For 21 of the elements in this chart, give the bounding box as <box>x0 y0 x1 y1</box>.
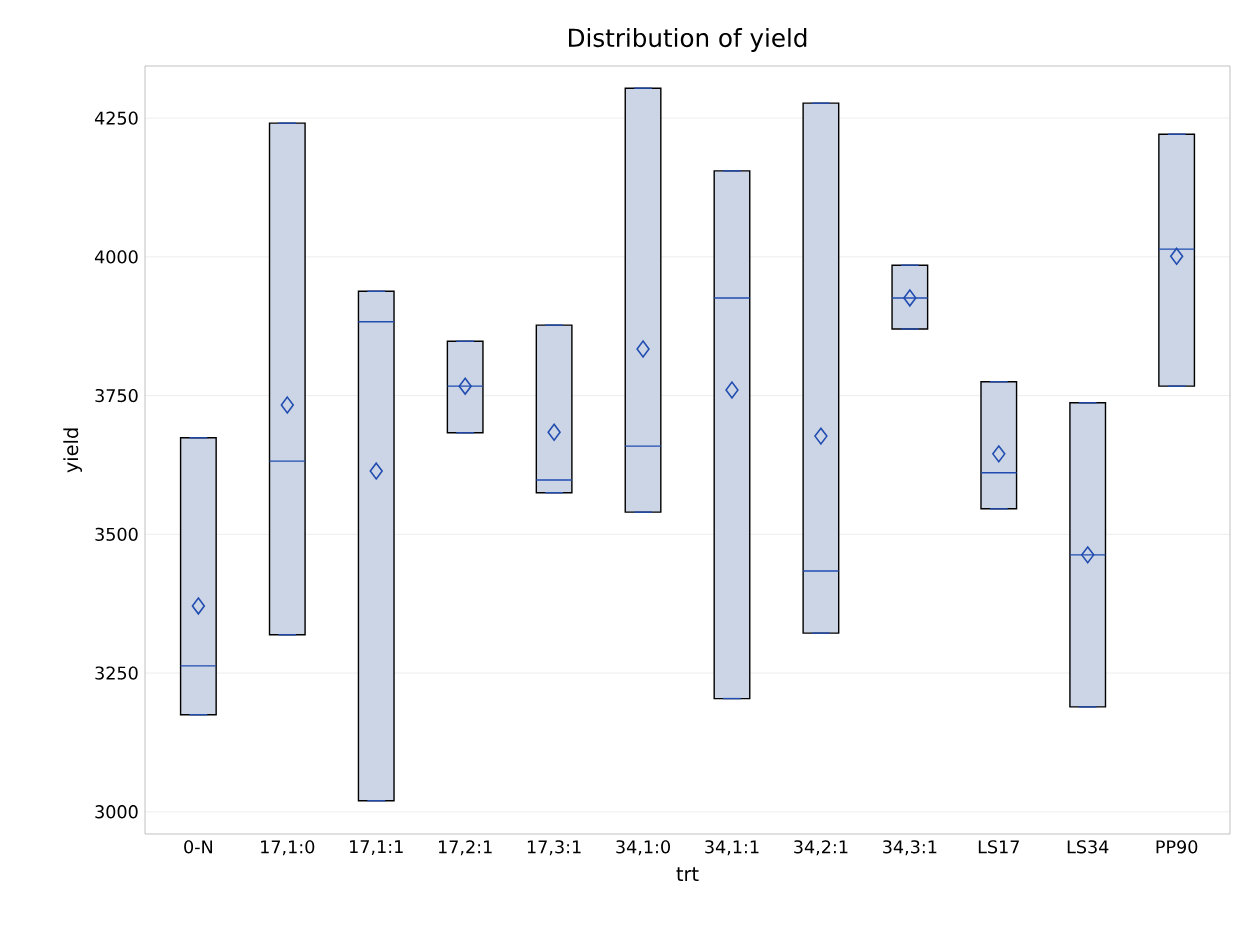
y-tick-label: 3750 <box>95 388 138 403</box>
x-axis-title: trt <box>676 867 699 881</box>
x-tick-label: 34,1:0 <box>616 840 670 856</box>
x-tick-label: 34,1:1 <box>705 840 759 856</box>
y-tick-label: 4250 <box>94 111 138 125</box>
x-tick-label: 17,1:1 <box>350 840 403 856</box>
x-tick-label: 0-N <box>184 840 212 854</box>
x-tick-label: PP90 <box>1156 840 1198 854</box>
y-tick-label: 3250 <box>95 666 138 680</box>
x-tick-label: LS17 <box>978 840 1019 854</box>
x-tick-label: LS34 <box>1067 840 1109 854</box>
y-tick-label: 3500 <box>95 527 138 541</box>
x-tick-label: 34,3:1 <box>883 840 937 856</box>
y-tick-label: 4000 <box>94 250 138 264</box>
x-tick-label: 17,1:0 <box>261 840 315 856</box>
x-tick-label: 34,2:1 <box>794 840 848 856</box>
y-tick-label: 3000 <box>95 805 138 819</box>
chart-title: Distribution of yield <box>569 28 807 52</box>
x-tick-label: 17,3:1 <box>527 840 581 856</box>
y-axis-title: yield <box>63 428 83 473</box>
x-tick-label: 17,2:1 <box>438 840 492 856</box>
